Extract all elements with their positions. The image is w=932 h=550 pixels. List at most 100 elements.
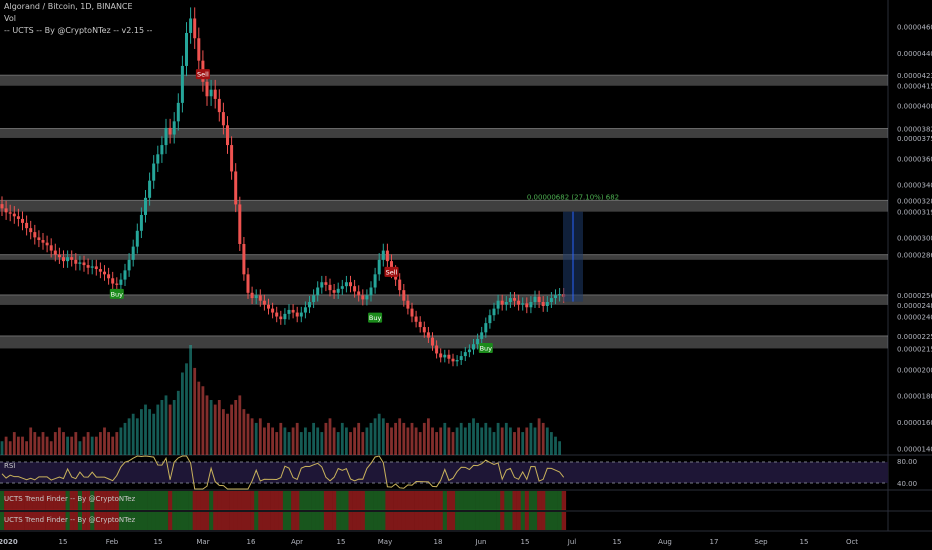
volume-bar: [58, 427, 61, 455]
candle: [148, 180, 152, 198]
trend-cell: [299, 512, 304, 530]
trend-cell: [192, 512, 198, 530]
trend-cell: [467, 512, 472, 530]
trend-cell: [254, 512, 259, 530]
trend-cell: [86, 491, 91, 510]
trend-cell: [28, 491, 34, 510]
volume-bar: [271, 427, 274, 455]
trend-cell: [254, 491, 259, 510]
volume-bar: [201, 386, 205, 455]
rsi-label: RSI: [4, 462, 15, 470]
trend-cell: [82, 491, 87, 510]
candle: [258, 295, 262, 301]
trend-cell: [410, 491, 415, 510]
trend-cell: [209, 491, 214, 510]
volume-bar: [103, 427, 106, 455]
volume-bar: [33, 432, 37, 455]
trend-cell: [123, 512, 128, 530]
candle: [33, 232, 37, 238]
candle: [537, 296, 541, 303]
trend-cell: [512, 512, 517, 530]
time-tick-label: Oct: [846, 538, 858, 546]
candle: [303, 307, 307, 313]
price-tick-label: 0.00001800: [897, 393, 932, 401]
trend-cell: [258, 491, 263, 510]
trend-cell: [86, 512, 91, 530]
volume-bar: [365, 427, 369, 455]
trend-cell: [352, 491, 357, 510]
candle: [480, 332, 484, 339]
candle: [410, 308, 414, 317]
time-tick-label: Apr: [291, 538, 303, 546]
trend-cell: [356, 491, 362, 510]
candle: [439, 353, 443, 358]
trend-cell: [487, 491, 493, 510]
volume-bar: [152, 413, 156, 455]
trend-cell: [274, 491, 280, 510]
candle: [369, 287, 373, 296]
price-tick-label: 0.00003281: [897, 197, 932, 205]
candle: [353, 286, 357, 292]
trend-cell: [504, 512, 509, 530]
trend-cell: [410, 512, 415, 530]
candle: [78, 262, 82, 264]
trend-cell: [541, 512, 546, 530]
trend-cell: [180, 491, 185, 510]
trend-cell: [557, 491, 562, 510]
trend-cell: [434, 512, 439, 530]
trend-cell: [94, 512, 99, 530]
trend-cell: [229, 512, 234, 530]
candle: [230, 145, 234, 172]
trend-cell: [504, 491, 509, 510]
signal-buy-label: Buy: [369, 314, 382, 322]
trend-cell: [553, 491, 558, 510]
volume-bar: [545, 427, 549, 455]
trend-cell: [24, 491, 29, 510]
trend-cell: [405, 491, 411, 510]
trend-cell: [102, 491, 107, 510]
volume-bar: [222, 409, 225, 455]
trend-cell: [77, 512, 83, 530]
candle: [135, 230, 139, 247]
trend-cell: [168, 491, 173, 510]
candle: [361, 295, 365, 300]
trend-cell: [110, 512, 116, 530]
trend-cell: [455, 491, 460, 510]
candle: [422, 327, 426, 333]
trend-cell: [442, 491, 448, 510]
volume-bar: [427, 418, 430, 455]
candle: [250, 292, 254, 299]
volume-bar: [394, 422, 397, 455]
time-tick-label: Aug: [658, 538, 672, 546]
candle: [320, 282, 324, 288]
trend-cell: [82, 512, 87, 530]
candle: [119, 279, 123, 285]
volume-bar: [148, 409, 151, 455]
candle: [254, 295, 258, 299]
candle: [517, 300, 521, 305]
trend-cell: [196, 491, 202, 510]
trend-cell: [168, 512, 173, 530]
candle: [172, 121, 176, 135]
trend-cell: [479, 512, 485, 530]
trend-cell: [135, 512, 140, 530]
volume-bar: [357, 422, 361, 455]
candle: [221, 112, 225, 126]
trend-cell: [295, 491, 300, 510]
candle: [283, 313, 287, 320]
trend-cell: [360, 491, 366, 510]
trend-cell: [155, 491, 161, 510]
time-tick-label: May: [378, 538, 392, 546]
trend-cell: [110, 491, 116, 510]
candle: [164, 127, 168, 146]
volume-bar: [12, 432, 16, 455]
volume-bar: [533, 427, 537, 455]
volume-bar: [193, 367, 197, 455]
candle: [205, 81, 209, 97]
trend-cell: [336, 491, 341, 510]
time-tick-label: 15: [613, 538, 622, 546]
trend-cell: [344, 512, 349, 530]
trend-cell: [213, 491, 218, 510]
trend-cell: [102, 512, 107, 530]
